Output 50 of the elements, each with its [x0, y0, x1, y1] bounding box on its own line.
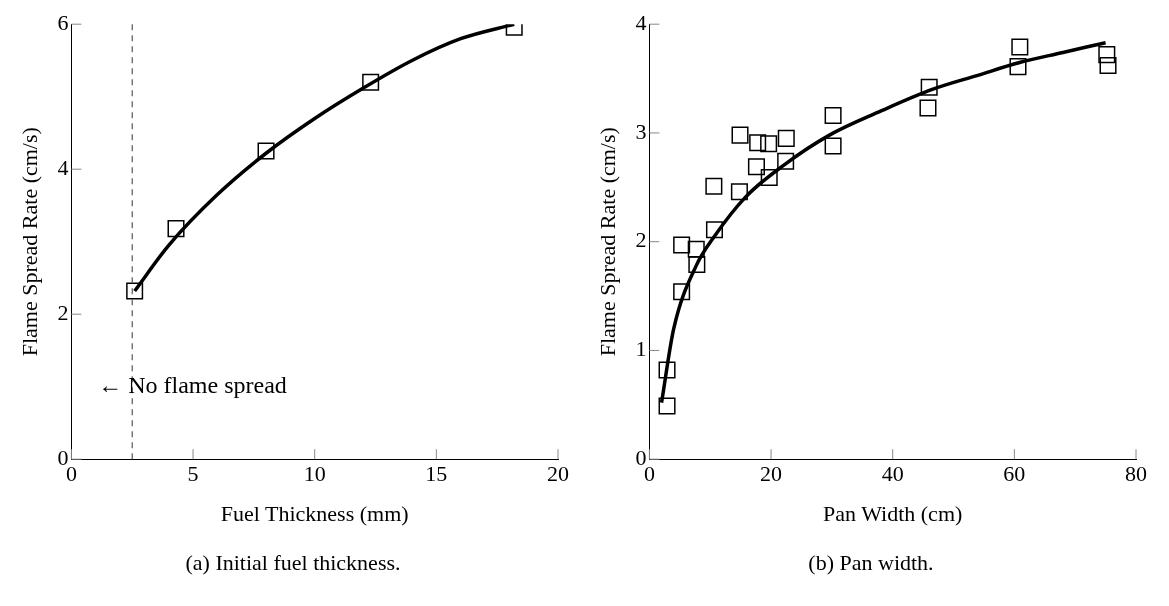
point	[919, 99, 937, 117]
point	[1099, 57, 1117, 75]
y-tick-label: 1	[635, 336, 647, 362]
point	[730, 183, 748, 201]
text: (a) Initial fuel thickness.	[184, 550, 402, 576]
point	[673, 236, 691, 254]
point	[1011, 38, 1029, 56]
point	[126, 282, 144, 300]
y-tick-label: 2	[57, 299, 69, 325]
point	[760, 135, 778, 153]
y-tick-label: 6	[57, 9, 69, 35]
point	[749, 134, 767, 152]
y-tick-label: 3	[635, 118, 647, 144]
point	[760, 169, 778, 187]
point	[1098, 46, 1116, 64]
x-axis-title: Fuel Thickness (mm)	[220, 500, 409, 526]
y-tick-label: 2	[635, 227, 647, 253]
point	[658, 397, 676, 415]
point	[705, 221, 724, 239]
x-tick-label: 20	[760, 461, 783, 487]
point	[687, 240, 705, 258]
y-tick-label: 4	[635, 9, 647, 35]
x-tick-label: 20	[547, 461, 569, 487]
y-axis-title: Flame Spread Rate (cm/s)	[594, 127, 620, 357]
y-axis-title: Flame Spread Rate (cm/s)	[16, 127, 42, 357]
point	[362, 73, 380, 91]
x-axis-title: Pan Width (cm)	[823, 500, 963, 526]
y-tick-label: 4	[57, 154, 69, 180]
x-tick-label: 10	[303, 461, 326, 487]
x-tick-label: 80	[1125, 461, 1147, 487]
x-tick-label: 5	[187, 461, 199, 487]
point	[658, 361, 676, 379]
point	[731, 126, 749, 144]
point	[167, 220, 185, 238]
point	[777, 129, 795, 147]
point	[673, 283, 691, 301]
point	[257, 142, 275, 160]
point	[705, 177, 723, 195]
point	[688, 256, 706, 274]
x-tick-label: 40	[881, 461, 904, 487]
point	[920, 78, 938, 96]
point	[824, 107, 842, 125]
point	[1009, 58, 1027, 76]
text: (b) Pan width.	[807, 550, 935, 576]
x-tick-label: 15	[425, 461, 448, 487]
ref-line-label: ← No flame spread	[98, 372, 287, 398]
point	[777, 152, 795, 170]
x-tick-label: 60	[1003, 461, 1026, 487]
point	[747, 158, 765, 176]
point	[824, 137, 842, 155]
